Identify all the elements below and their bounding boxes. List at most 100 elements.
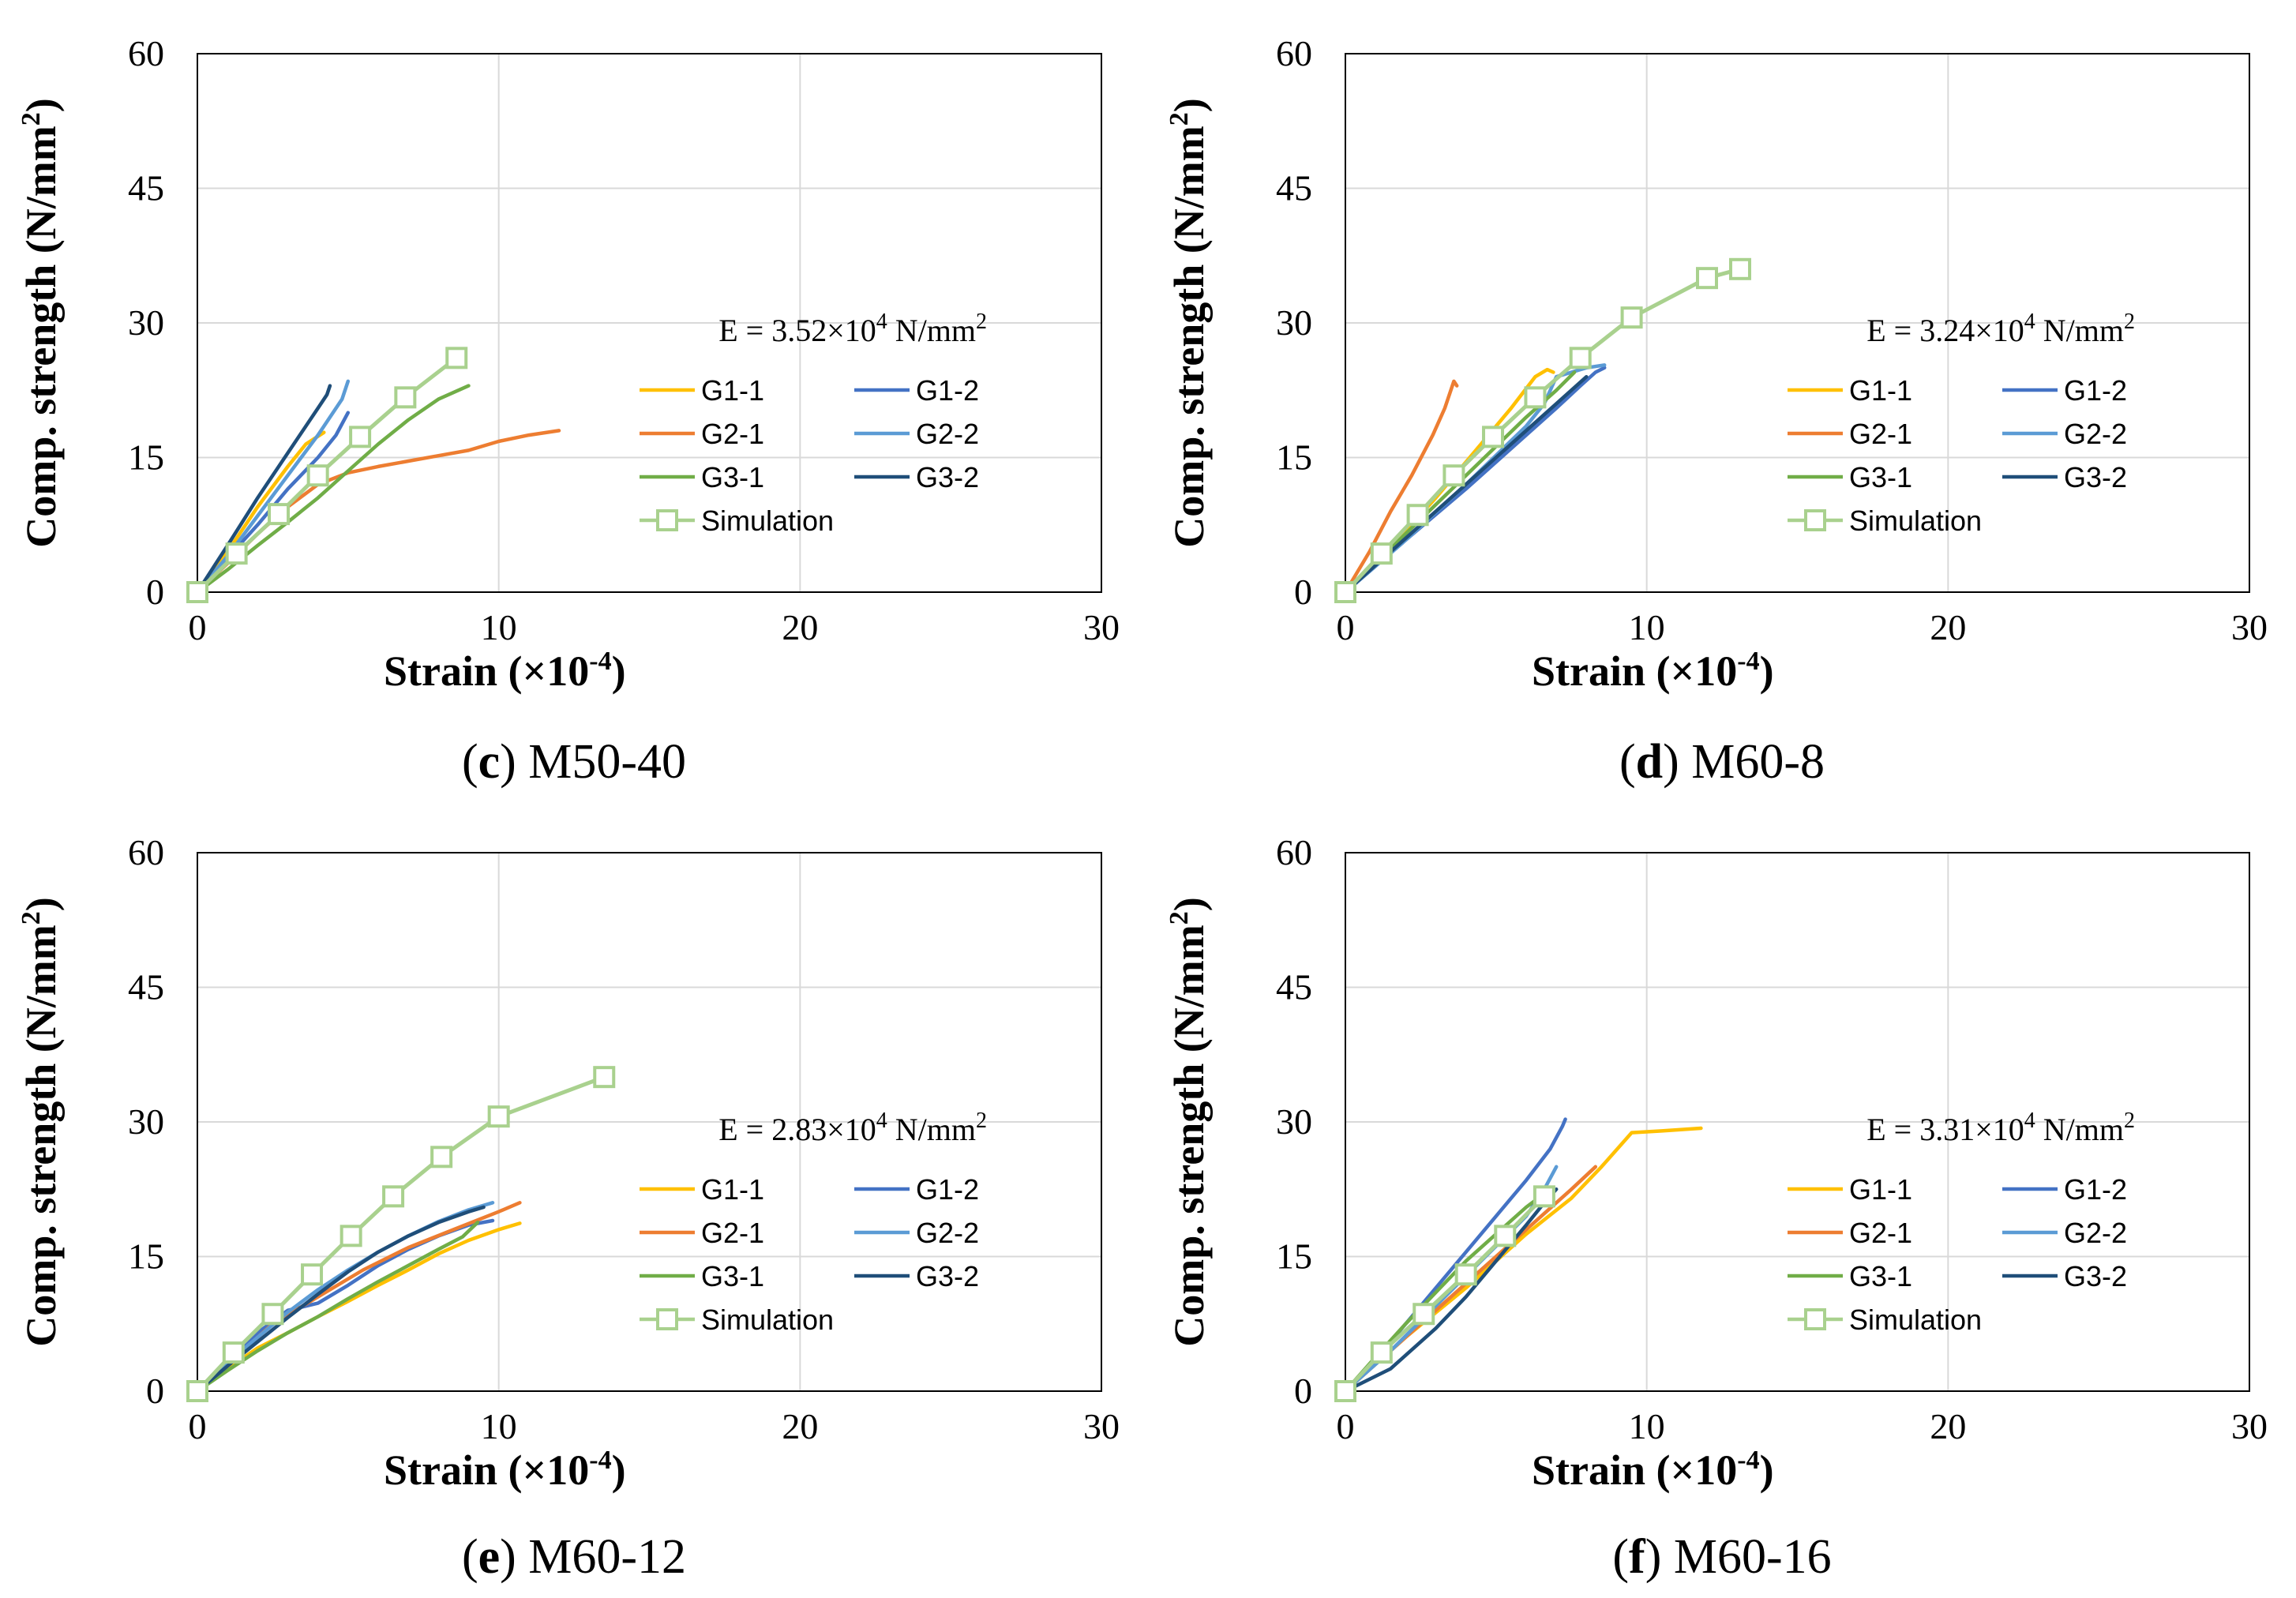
modulus-annotation: E = 2.83×104 N/mm2 (718, 1108, 987, 1147)
legend-label-simulation: Simulation (701, 505, 834, 537)
y-axis-title: Comp. strength (N/mm2) (1165, 98, 1213, 547)
y-tick-label: 15 (128, 1236, 164, 1277)
x-axis-title-main: Strain (×10 (1532, 1446, 1737, 1494)
data-point-simulation (1533, 1185, 1555, 1208)
legend-marker-simulation (656, 509, 678, 531)
data-point-simulation (186, 581, 208, 603)
panel-caption: (d) M60-8 (1619, 735, 1825, 789)
caption-name: M60-12 (528, 1530, 687, 1584)
annotation-unit: N/mm (887, 313, 976, 348)
y-tick-label: 15 (1276, 1236, 1312, 1277)
data-point-simulation (268, 503, 291, 526)
series-line-g3-2 (1343, 374, 1589, 595)
data-point-simulation (394, 386, 417, 409)
y-axis-title-main: Comp. strength (N/mm (1165, 126, 1213, 547)
x-tick-label: 10 (481, 1406, 517, 1446)
y-tick-label: 60 (128, 832, 164, 872)
caption-name: M60-8 (1691, 735, 1825, 789)
series-line-g1-1 (195, 430, 326, 595)
y-tick-label: 45 (128, 967, 164, 1007)
legend-label-g2-1: G2-1 (701, 1217, 764, 1249)
x-axis-title-main: Strain (×10 (1532, 647, 1737, 695)
plot-border (197, 852, 1102, 1392)
y-axis-title: Comp. strength (N/mm2) (1165, 897, 1213, 1346)
x-tick-label: 0 (189, 1406, 207, 1446)
legend-label-g2-1: G2-1 (701, 418, 764, 450)
data-point-simulation (1728, 257, 1751, 280)
y-axis-title-sup: 2 (1165, 911, 1194, 925)
x-axis-title-main: Strain (×10 (384, 1446, 589, 1494)
x-axis-title-sup: -4 (589, 647, 611, 676)
x-tick-label: 10 (1629, 1406, 1665, 1446)
x-axis-title-end: ) (612, 1446, 626, 1494)
legend-label-g3-1: G3-1 (1849, 461, 1912, 493)
x-tick-label: 30 (1083, 1406, 1120, 1446)
legend-label-g3-2: G3-2 (916, 461, 979, 493)
annotation-sup-unit: 2 (976, 1108, 987, 1133)
data-point-simulation (306, 464, 329, 487)
legend-marker-simulation (656, 1308, 678, 1330)
legend-label-g2-1: G2-1 (1849, 418, 1912, 450)
annotation-main: E = 3.24×10 (1866, 313, 2024, 348)
x-tick-label: 20 (782, 607, 818, 647)
legend-label-simulation: Simulation (701, 1304, 834, 1336)
y-axis-title: Comp. strength (N/mm2) (17, 897, 65, 1346)
chart-panel-f: 0 10 20 30 0 15 30 45 60 Strain (×10-4) Comp. stre… (1148, 799, 2296, 1598)
y-tick-label: 60 (128, 33, 164, 73)
annotation-sup-exponent: 4 (876, 309, 887, 334)
y-tick-label: 45 (1276, 168, 1312, 208)
legend-label-g3-2: G3-2 (2064, 461, 2127, 493)
y-axis-title-sup: 2 (1165, 112, 1194, 126)
y-tick-label: 30 (1276, 302, 1312, 343)
x-axis-title-end: ) (1760, 1446, 1774, 1494)
data-point-simulation (261, 1303, 284, 1326)
x-tick-label: 30 (1083, 607, 1120, 647)
caption-letter: c (478, 735, 501, 789)
chart-panel-e: 0 10 20 30 0 15 30 45 60 Strain (×10-4) Comp. stre… (0, 799, 1148, 1598)
legend-label-g2-2: G2-2 (916, 1217, 979, 1249)
data-point-simulation (430, 1146, 453, 1168)
x-axis-title-sup: -4 (1737, 1446, 1759, 1475)
plot-border (197, 53, 1102, 593)
legend-label-g2-2: G2-2 (2064, 418, 2127, 450)
plot-border (1345, 852, 2250, 1392)
legend-label-g3-2: G3-2 (2064, 1260, 2127, 1292)
data-point-simulation (593, 1066, 616, 1089)
data-point-simulation (1334, 1380, 1356, 1402)
data-point-simulation (1406, 504, 1429, 527)
modulus-annotation: E = 3.24×104 N/mm2 (1866, 309, 2135, 348)
series-line-g3-1 (195, 1221, 480, 1394)
y-tick-label: 0 (1294, 572, 1312, 612)
y-tick-label: 45 (1276, 967, 1312, 1007)
data-point-simulation (349, 426, 372, 448)
series-line-g1-1 (195, 1221, 522, 1394)
data-point-simulation (1494, 1225, 1517, 1247)
annotation-sup-unit: 2 (2124, 309, 2135, 334)
legend-marker-simulation (1804, 509, 1826, 531)
data-point-simulation (340, 1225, 362, 1247)
caption-letter: f (1629, 1530, 1645, 1584)
legend-label-g1-1: G1-1 (1849, 1173, 1912, 1206)
legend-label-g1-1: G1-1 (701, 1173, 764, 1206)
y-axis-title-sup: 2 (17, 112, 46, 126)
y-tick-label: 15 (128, 437, 164, 478)
y-tick-label: 30 (1276, 1101, 1312, 1142)
modulus-annotation: E = 3.52×104 N/mm2 (718, 309, 987, 348)
series-line-simulation (1343, 267, 1743, 595)
legend-label-simulation: Simulation (1849, 505, 1982, 537)
panel-caption: (f) M60-16 (1612, 1530, 1832, 1584)
data-point-simulation (1482, 426, 1505, 448)
legend-label-g3-1: G3-1 (701, 461, 764, 493)
chart-panel-c: 0 10 20 30 0 15 30 45 60 Strain (×10-4) Comp. stre… (0, 0, 1148, 799)
data-point-simulation (1569, 347, 1592, 369)
annotation-main: E = 2.83×10 (718, 1112, 876, 1147)
modulus-annotation: E = 3.31×104 N/mm2 (1866, 1108, 2135, 1147)
annotation-sup-exponent: 4 (2024, 309, 2035, 334)
x-tick-label: 10 (1629, 607, 1665, 647)
x-axis-title: Strain (×10-4) (1532, 647, 1774, 695)
x-axis-title: Strain (×10-4) (384, 1446, 626, 1494)
x-axis-title-end: ) (1760, 647, 1774, 695)
caption-name: M60-16 (1673, 1530, 1832, 1584)
data-point-simulation (1412, 1303, 1435, 1326)
